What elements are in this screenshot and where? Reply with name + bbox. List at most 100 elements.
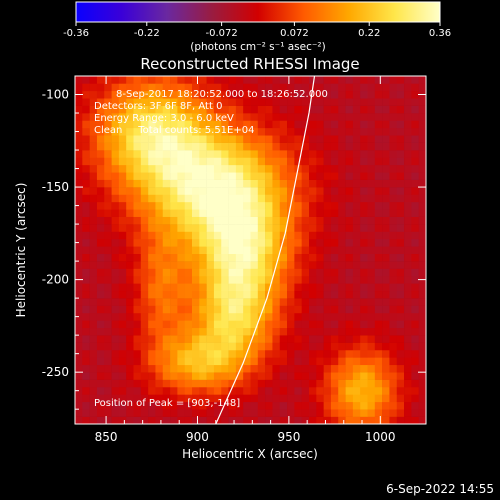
heatmap-cell bbox=[118, 342, 127, 351]
heatmap-cell bbox=[140, 209, 149, 217]
heatmap-cell bbox=[148, 261, 156, 269]
heatmap-cell bbox=[133, 98, 142, 106]
heatmap-cell bbox=[294, 83, 302, 92]
heatmap-cell bbox=[235, 409, 244, 417]
heatmap-cell bbox=[338, 113, 346, 121]
heatmap-cell bbox=[309, 113, 317, 121]
heatmap-cell bbox=[338, 275, 346, 284]
heatmap-cell bbox=[206, 98, 215, 106]
heatmap-cell bbox=[330, 231, 339, 240]
heatmap-cell bbox=[279, 253, 288, 262]
heatmap-cell bbox=[418, 283, 427, 292]
heatmap-cell bbox=[301, 135, 310, 143]
heatmap-cell bbox=[338, 127, 346, 136]
heatmap-cell bbox=[330, 357, 339, 366]
heatmap-cell bbox=[382, 164, 390, 173]
heatmap-cell bbox=[323, 342, 332, 351]
heatmap-cell bbox=[338, 379, 346, 388]
heatmap-cell bbox=[206, 172, 215, 180]
heatmap-cell bbox=[199, 372, 207, 380]
heatmap-cell bbox=[243, 98, 251, 106]
heatmap-cell bbox=[294, 409, 302, 417]
heatmap-cell bbox=[206, 268, 215, 277]
heatmap-cell bbox=[345, 290, 354, 299]
heatmap-cell bbox=[294, 209, 302, 217]
heatmap-cell bbox=[177, 364, 185, 373]
heatmap-cell bbox=[170, 164, 178, 173]
heatmap-cell bbox=[213, 90, 222, 99]
heatmap-cell bbox=[279, 335, 288, 343]
heatmap-cell bbox=[184, 187, 193, 195]
heatmap-cell bbox=[294, 216, 302, 225]
heatmap-cell bbox=[367, 357, 376, 366]
heatmap-cell bbox=[221, 275, 229, 284]
heatmap-cell bbox=[133, 379, 142, 388]
heatmap-cell bbox=[345, 187, 354, 195]
heatmap-cell bbox=[184, 364, 193, 373]
heatmap-cell bbox=[170, 98, 178, 106]
heatmap-cell bbox=[287, 150, 295, 158]
heatmap-cell bbox=[177, 261, 185, 269]
heatmap-cell bbox=[309, 342, 317, 351]
heatmap-cell bbox=[294, 150, 302, 158]
heatmap-cell bbox=[111, 113, 120, 121]
heatmap-cell bbox=[411, 305, 419, 314]
heatmap-cell bbox=[294, 305, 302, 314]
heatmap-cell bbox=[250, 224, 259, 232]
heatmap-cell bbox=[89, 150, 98, 158]
heatmap-cell bbox=[199, 327, 207, 336]
heatmap-cell bbox=[301, 386, 310, 395]
heatmap-cell bbox=[360, 216, 368, 225]
heatmap-cell bbox=[265, 98, 273, 106]
heatmap-cell bbox=[170, 327, 178, 336]
heatmap-cell bbox=[279, 90, 288, 99]
heatmap-cell bbox=[396, 335, 405, 343]
heatmap-cell bbox=[404, 357, 412, 366]
heatmap-cell bbox=[382, 386, 390, 395]
heatmap-cell bbox=[396, 224, 405, 232]
heatmap-cell bbox=[279, 98, 288, 106]
heatmap-cell bbox=[352, 187, 361, 195]
heatmap-cell bbox=[213, 327, 222, 336]
heatmap-cell bbox=[213, 179, 222, 188]
heatmap-cell bbox=[170, 357, 178, 366]
heatmap-cell bbox=[257, 83, 266, 92]
heatmap-cell bbox=[126, 172, 134, 180]
heatmap-cell bbox=[111, 261, 120, 269]
heatmap-cell bbox=[265, 105, 273, 114]
heatmap-cell bbox=[221, 201, 229, 210]
heatmap-cell bbox=[184, 298, 193, 306]
heatmap-cell bbox=[389, 231, 398, 240]
heatmap-cell bbox=[418, 127, 427, 136]
heatmap-cell bbox=[184, 290, 193, 299]
heatmap-cell bbox=[279, 312, 288, 321]
heatmap-cell bbox=[272, 246, 281, 255]
heatmap-cell bbox=[374, 305, 383, 314]
heatmap-cell bbox=[243, 83, 251, 92]
heatmap-cell bbox=[389, 187, 398, 195]
heatmap-cell bbox=[265, 135, 273, 143]
heatmap-cell bbox=[213, 201, 222, 210]
heatmap-cell bbox=[352, 157, 361, 166]
heatmap-cell bbox=[257, 349, 266, 358]
heatmap-cell bbox=[140, 283, 149, 292]
heatmap-cell bbox=[82, 327, 90, 336]
heatmap-cell bbox=[345, 372, 354, 380]
heatmap-cell bbox=[404, 120, 412, 129]
heatmap-cell bbox=[89, 290, 98, 299]
heatmap-cell bbox=[338, 416, 346, 425]
heatmap-cell bbox=[177, 105, 185, 114]
heatmap-cell bbox=[345, 157, 354, 166]
heatmap-cell bbox=[221, 90, 229, 99]
heatmap-cell bbox=[265, 157, 273, 166]
heatmap-cell bbox=[199, 105, 207, 114]
heatmap-cell bbox=[221, 283, 229, 292]
heatmap-cell bbox=[170, 416, 178, 425]
heatmap-cell bbox=[89, 216, 98, 225]
heatmap-cell bbox=[82, 261, 90, 269]
heatmap-cell bbox=[177, 127, 185, 136]
heatmap-cell bbox=[235, 401, 244, 410]
heatmap-cell bbox=[235, 320, 244, 329]
heatmap-cell bbox=[235, 335, 244, 343]
heatmap-cell bbox=[279, 320, 288, 329]
